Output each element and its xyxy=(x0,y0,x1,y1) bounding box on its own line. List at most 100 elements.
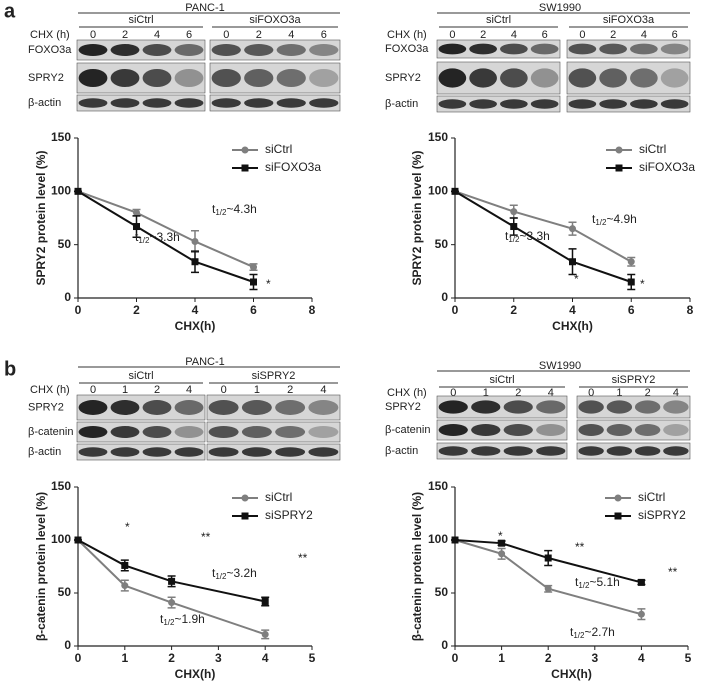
band xyxy=(308,447,339,457)
time-tick: 0 xyxy=(223,29,229,41)
blot xyxy=(576,419,691,441)
annotation: t1/2~5.1h xyxy=(575,575,620,590)
time-tick: 2 xyxy=(256,29,262,41)
blot xyxy=(566,39,691,59)
marker xyxy=(498,539,506,547)
annotation: t1/2~3.3h xyxy=(505,229,550,244)
annotation-part: ~3.2h xyxy=(226,566,256,580)
y-axis-label: SPRY2 protein level (%) xyxy=(410,151,424,286)
annotation-part: 1/2 xyxy=(595,218,607,227)
time-tick: 4 xyxy=(548,387,554,399)
marker xyxy=(544,585,552,593)
cell-line: PANC-1 xyxy=(185,2,225,14)
y-tick-label: 0 xyxy=(441,638,448,652)
x-tick-label: 5 xyxy=(309,651,316,665)
band xyxy=(241,447,272,457)
legend-marker xyxy=(615,146,623,154)
time-tick: 1 xyxy=(122,384,128,396)
band xyxy=(599,43,627,55)
annotation-part: 1/2 xyxy=(508,235,520,244)
series-line xyxy=(454,190,632,283)
annotation-part: ** xyxy=(201,530,211,544)
band xyxy=(606,424,633,436)
y-tick-label: 0 xyxy=(441,290,448,304)
annotation-part: * xyxy=(574,272,579,286)
series-line xyxy=(77,190,254,268)
band xyxy=(568,99,597,109)
time-tick: 4 xyxy=(641,29,647,41)
y-axis-label: β-catenin protein level (%) xyxy=(410,492,424,641)
row-label: SPRY2 xyxy=(28,401,64,413)
band xyxy=(78,69,108,87)
band xyxy=(503,400,533,414)
time-label: CHX (h) xyxy=(30,384,70,396)
annotation: t1/2~3.2h xyxy=(212,566,257,581)
blot xyxy=(436,95,561,113)
band xyxy=(174,426,204,438)
annotation-part: 1/2 xyxy=(215,572,227,581)
group-label: siFOXO3a xyxy=(603,14,655,26)
marker xyxy=(121,582,129,590)
marker xyxy=(133,209,140,217)
annotation-part: ** xyxy=(298,551,308,565)
annotation: t1/2~4.3h xyxy=(212,202,257,217)
band xyxy=(308,426,339,438)
band xyxy=(630,43,658,55)
annotation-part: 1/2 xyxy=(163,618,175,627)
series-line xyxy=(454,539,642,616)
annotation: * xyxy=(125,520,130,534)
band xyxy=(142,447,172,457)
x-tick-label: 1 xyxy=(121,651,128,665)
band xyxy=(208,426,239,438)
band xyxy=(471,400,501,414)
band xyxy=(660,99,689,109)
time-tick: 0 xyxy=(449,29,455,41)
band xyxy=(174,447,204,457)
band xyxy=(78,426,108,438)
y-tick-label: 50 xyxy=(58,237,72,251)
band xyxy=(663,400,689,414)
marker xyxy=(544,554,552,562)
blot xyxy=(76,443,206,461)
legend-label: siCtrl xyxy=(265,490,292,504)
band xyxy=(634,446,661,456)
time-tick: 0 xyxy=(90,384,96,396)
x-tick-label: 8 xyxy=(687,303,694,317)
band xyxy=(174,98,204,108)
band xyxy=(276,98,306,108)
band xyxy=(660,68,689,88)
blot xyxy=(206,443,341,461)
series-line xyxy=(77,539,266,603)
series-line xyxy=(77,539,266,636)
annotation-part: t xyxy=(160,612,164,626)
band xyxy=(208,447,239,457)
x-tick-label: 3 xyxy=(215,651,222,665)
annotation-part: * xyxy=(640,277,645,291)
time-tick: 0 xyxy=(579,29,585,41)
y-tick-label: 100 xyxy=(428,184,448,198)
annotation: t1/2~3.3h xyxy=(135,230,180,245)
blot xyxy=(566,95,691,113)
band xyxy=(78,44,108,56)
cell-line: SW1990 xyxy=(539,360,581,372)
y-tick-label: 50 xyxy=(58,585,72,599)
x-tick-label: 2 xyxy=(168,651,175,665)
band xyxy=(110,400,140,415)
group-label: siSPRY2 xyxy=(252,370,296,382)
annotation-part: * xyxy=(266,277,271,291)
time-tick: 1 xyxy=(483,387,489,399)
band xyxy=(503,424,533,436)
x-tick-label: 5 xyxy=(685,651,692,665)
annotation-part: ~4.9h xyxy=(606,212,636,226)
marker xyxy=(637,610,645,618)
band xyxy=(244,44,274,56)
annotation-part: ~5.1h xyxy=(589,575,619,589)
time-tick: 0 xyxy=(221,384,227,396)
annotation-part: t xyxy=(575,575,579,589)
marker xyxy=(451,187,459,195)
band xyxy=(241,426,272,438)
time-tick: 6 xyxy=(186,29,192,41)
band xyxy=(663,424,689,436)
marker xyxy=(261,630,269,638)
blot xyxy=(76,39,206,61)
